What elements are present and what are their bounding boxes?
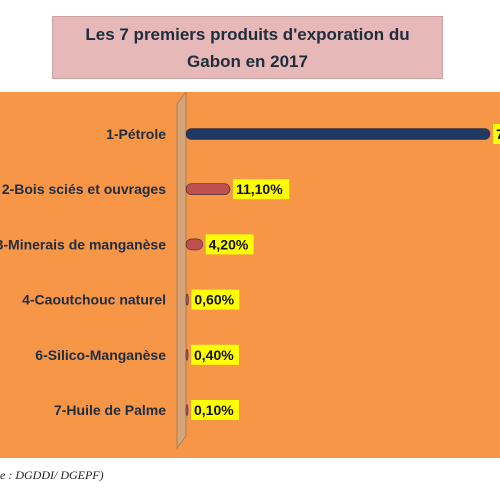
category-label: 1-Pétrole <box>106 126 166 142</box>
axis-wall <box>176 92 187 450</box>
data-label: 0,10% <box>194 402 234 418</box>
source-note: e : DGDDI/ DGEPF) <box>0 468 104 482</box>
data-label-bg <box>191 400 239 420</box>
data-label: 4,20% <box>209 236 249 252</box>
bar <box>185 348 189 361</box>
chart-title-box: Les 7 premiers produits d'exporation du … <box>52 16 443 79</box>
data-label: 0,60% <box>194 292 234 308</box>
chart-title-line-1: Les 7 premiers produits d'exporation du <box>85 24 410 44</box>
bar <box>185 238 203 251</box>
category-label: 6-Silico-Manganèse <box>35 347 166 363</box>
data-label-bg <box>191 289 240 310</box>
bar <box>185 183 231 195</box>
data-label-bg <box>205 234 254 255</box>
chart-title-line-2: Gabon en 2017 <box>187 51 308 71</box>
category-label: 3-Minerais de manganèse <box>0 236 166 252</box>
data-label-bg <box>493 124 500 144</box>
category-label: 4-Caoutchouc naturel <box>22 292 166 308</box>
category-label: 2-Bois sciés et ouvrages <box>2 181 166 197</box>
data-label: 11,10% <box>236 181 283 197</box>
bar-chart: 1-Pétrole 76,8 2-Bois sciés et ouvrages 11,… <box>0 92 500 450</box>
category-label: 7-Huile de Palme <box>54 402 166 418</box>
bar <box>185 293 189 306</box>
bar <box>185 404 189 416</box>
bar <box>185 128 491 140</box>
data-label-bg <box>232 179 290 200</box>
data-label: 76,8 <box>496 126 500 142</box>
plot-area: 1-Pétrole 76,8 2-Bois sciés et ouvrages 11,… <box>0 92 500 458</box>
data-label: 0,40% <box>194 347 234 363</box>
data-label-bg <box>191 344 239 365</box>
